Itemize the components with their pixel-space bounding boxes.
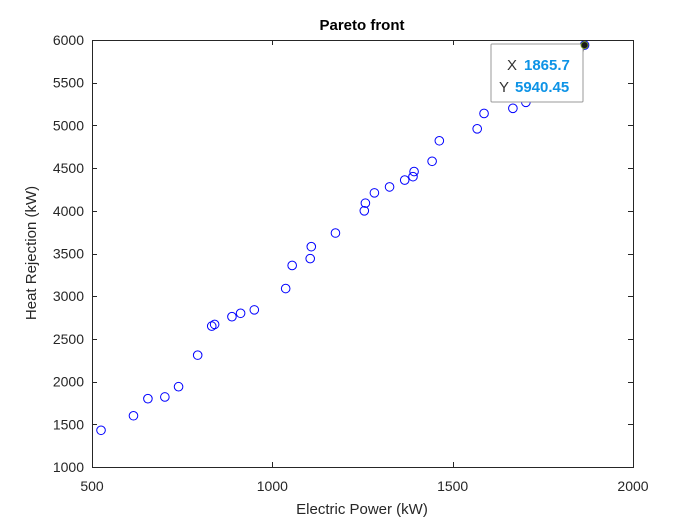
datatip-y-key: Y [499, 79, 509, 96]
chart-title: Pareto front [319, 17, 404, 34]
scatter-point[interactable] [399, 175, 410, 185]
scatter-point[interactable] [360, 198, 371, 208]
x-tick-label: 500 [80, 478, 104, 494]
scatter-point[interactable] [192, 350, 203, 360]
scatter-point[interactable] [128, 410, 139, 421]
datatip-y-value: 5940.45 [515, 79, 569, 96]
y-tick-label: 3000 [53, 288, 84, 304]
scatter-point[interactable] [330, 228, 341, 238]
scatter-point[interactable] [409, 166, 419, 177]
y-tick-label: 6000 [53, 32, 84, 48]
y-tick-label: 1000 [53, 459, 84, 475]
scatter-point[interactable] [369, 188, 380, 198]
scatter-point[interactable] [173, 381, 184, 392]
y-axis-label: Heat Rejection (kW) [23, 186, 40, 320]
scatter-point[interactable] [408, 171, 418, 182]
plot-area[interactable] [92, 40, 633, 467]
datatip-marker[interactable] [580, 41, 589, 50]
scatter-point[interactable] [434, 135, 445, 146]
datatip-x-key: X [507, 57, 517, 74]
y-tick-label: 4000 [53, 203, 84, 219]
y-tick-label: 3500 [53, 246, 84, 262]
axis-ticks: 500 1000 1500 2000 1000 1500 2000 2500 3000 3500 4… [53, 32, 649, 494]
scatter-point[interactable] [427, 156, 437, 167]
scatter-point[interactable] [479, 108, 489, 119]
x-tick-label: 1000 [257, 478, 288, 494]
scatter-point[interactable] [235, 308, 246, 319]
scatter-point[interactable] [160, 392, 170, 402]
scatter-point[interactable] [472, 124, 482, 134]
x-tick-label: 2000 [617, 478, 648, 494]
datatip-x-value: 1865.7 [524, 57, 570, 74]
y-tick-label: 2500 [53, 331, 84, 347]
scatter-point[interactable] [287, 260, 297, 271]
scatter-point[interactable] [306, 241, 317, 252]
scatter-point[interactable] [280, 283, 291, 294]
scatter-point[interactable] [96, 425, 106, 436]
scatter-point[interactable] [143, 393, 153, 404]
y-tick-label: 5000 [53, 117, 84, 133]
scatter-points [96, 40, 590, 436]
y-tick-label: 2000 [53, 374, 84, 390]
datatip-box [490, 43, 584, 103]
x-tick-label: 1500 [437, 478, 468, 494]
scatter-point[interactable] [359, 206, 370, 216]
scatter-point[interactable] [209, 319, 220, 330]
scatter-point[interactable] [305, 253, 316, 264]
scatter-point[interactable] [249, 305, 260, 315]
y-tick-label: 5500 [53, 75, 84, 91]
datatip[interactable]: X 1865.7 Y 5940.45 [490, 41, 589, 103]
scatter-point[interactable] [206, 321, 217, 331]
y-tick-label: 1500 [53, 416, 84, 432]
scatter-point[interactable] [227, 311, 237, 322]
scatter-point[interactable] [384, 182, 395, 192]
x-axis-label: Electric Power (kW) [296, 501, 428, 518]
scatter-point[interactable] [508, 103, 518, 114]
y-tick-label: 4500 [53, 160, 84, 176]
